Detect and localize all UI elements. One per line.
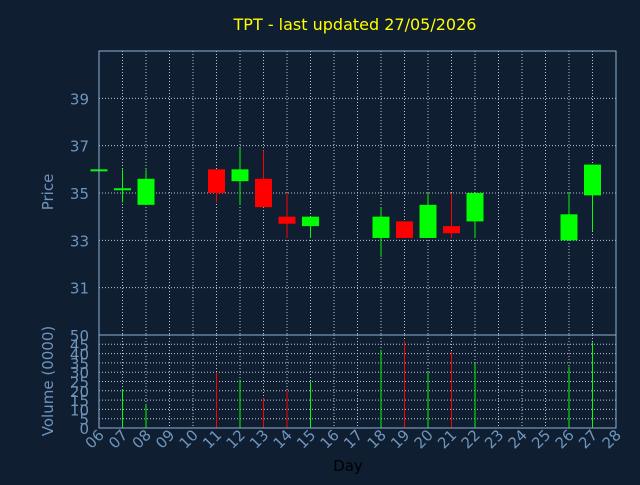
x-axis: 0607080910111213141516171819202122232425… — [82, 426, 625, 452]
candle-body — [419, 204, 437, 238]
volume-axis-label: Volume (0000) — [39, 326, 57, 436]
price-axis-label: Price — [39, 174, 57, 211]
candle-body — [137, 178, 155, 205]
volume-tick-label: 0 — [79, 420, 89, 438]
volume-tick-label: 25 — [70, 374, 89, 392]
candle-body — [466, 193, 484, 222]
volume-tick-label: 40 — [70, 346, 89, 364]
volume-plot-border — [98, 334, 617, 429]
candle-body — [396, 221, 413, 238]
candle-body — [114, 188, 131, 191]
candle-body — [560, 214, 578, 241]
candle-body — [302, 216, 319, 227]
candle-body — [372, 216, 390, 238]
price-tick-label: 31 — [70, 280, 89, 298]
candle-body — [231, 169, 249, 182]
price-tick-label: 33 — [70, 232, 89, 250]
volume-tick-label: 30 — [70, 364, 89, 382]
volume-tick-label: 35 — [70, 355, 89, 373]
price-tick-label: 37 — [70, 138, 89, 156]
x-axis-label: Day — [333, 457, 363, 475]
volume-tick-label: 45 — [70, 336, 89, 354]
volume-tick-label: 15 — [70, 392, 89, 410]
volume-tick-label: 5 — [79, 411, 89, 429]
price-tick-label: 39 — [70, 90, 89, 108]
volume-tick-label: 10 — [70, 401, 89, 419]
price-panel: 31 33 35 37 39 — [70, 50, 617, 336]
candle-body — [208, 169, 225, 193]
price-tick-label: 35 — [70, 185, 89, 203]
candle-body — [443, 226, 460, 234]
candle-body — [255, 178, 272, 208]
volume-tick-label: 20 — [70, 383, 89, 401]
volume-tick-label: 50 — [70, 327, 89, 345]
candle-body — [278, 216, 296, 224]
chart-title: TPT - last updated 27/05/2026 — [233, 15, 477, 34]
candle-body — [584, 164, 601, 196]
